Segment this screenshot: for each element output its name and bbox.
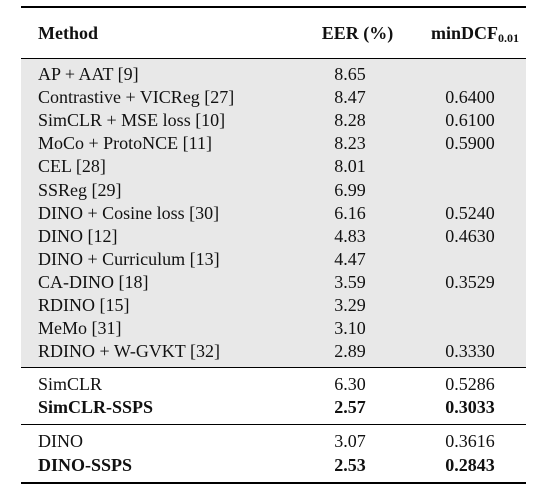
method-cell: DINO + Cosine loss [30] (38, 202, 220, 223)
table-row: DINO [12] 4.83 0.4630 (21, 225, 526, 248)
eer-cell: 3.10 (334, 318, 366, 339)
method-cell: SimCLR + MSE loss [10] (38, 110, 226, 131)
method-cell: CA-DINO [18] (38, 271, 149, 292)
table-row: MoCo + ProtoNCE [11] 8.23 0.5900 (21, 132, 526, 155)
eer-cell: 8.28 (334, 110, 366, 131)
eer-cell: 3.07 (334, 431, 366, 452)
mindcf-cell: 0.5900 (445, 133, 495, 154)
eer-cell: 8.23 (334, 133, 366, 154)
table-row: DINO + Curriculum [13] 4.47 (21, 248, 526, 271)
table-row: SimCLR 6.30 0.5286 (21, 373, 526, 396)
header-mindcf: minDCF0.01 (404, 23, 526, 44)
method-cell: SSReg [29] (38, 179, 122, 200)
method-cell: SimCLR-SSPS (38, 397, 154, 418)
table-row: DINO-SSPS 2.53 0.2843 (21, 454, 526, 477)
eer-cell: 2.53 (334, 454, 366, 475)
method-cell: Contrastive + VICReg [27] (38, 87, 235, 108)
method-cell: MoCo + ProtoNCE [11] (38, 133, 212, 154)
table-row: RDINO [15] 3.29 (21, 294, 526, 317)
eer-cell: 8.65 (334, 64, 366, 85)
eer-cell: 8.47 (334, 87, 366, 108)
table-row: RDINO + W-GVKT [32] 2.89 0.3330 (21, 340, 526, 363)
table-row: Contrastive + VICReg [27] 8.47 0.6400 (21, 86, 526, 109)
method-cell: RDINO [15] (38, 294, 130, 315)
results-table: Method EER (%) minDCF0.01 AP + AAT [9] 8.… (21, 6, 526, 484)
dino-group: DINO 3.07 0.3616 DINO-SSPS 2.53 0.2843 (21, 425, 526, 481)
eer-cell: 6.99 (334, 179, 366, 200)
table-row: MeMo [31] 3.10 (21, 317, 526, 340)
mindcf-cell: 0.2843 (445, 454, 495, 475)
table-row: DINO + Cosine loss [30] 6.16 0.5240 (21, 202, 526, 225)
table-row: SimCLR + MSE loss [10] 8.28 0.6100 (21, 109, 526, 132)
eer-cell: 2.57 (334, 397, 366, 418)
table-row: DINO 3.07 0.3616 (21, 430, 526, 453)
method-cell: DINO + Curriculum [13] (38, 248, 220, 269)
bottom-rule (21, 481, 526, 484)
group-rule-1 (21, 367, 526, 369)
method-cell: DINO [12] (38, 225, 118, 246)
eer-cell: 4.83 (334, 225, 366, 246)
mindcf-cell: 0.3033 (445, 397, 495, 418)
mindcf-cell: 0.5286 (445, 374, 495, 395)
table-row: CEL [28] 8.01 (21, 155, 526, 178)
eer-cell: 3.59 (334, 271, 366, 292)
method-cell: CEL [28] (38, 156, 106, 177)
table-row: SSReg [29] 6.99 (21, 178, 526, 201)
eer-cell: 3.29 (334, 294, 366, 315)
table-row: CA-DINO [18] 3.59 0.3529 (21, 271, 526, 294)
method-cell: MeMo [31] (38, 318, 122, 339)
eer-cell: 8.01 (334, 156, 366, 177)
table-row: AP + AAT [9] 8.65 (21, 63, 526, 86)
method-cell: AP + AAT [9] (38, 64, 139, 85)
eer-cell: 6.16 (334, 202, 366, 223)
mindcf-cell: 0.6400 (445, 87, 495, 108)
group-rule-2 (21, 424, 526, 426)
header-mindcf-main: minDCF (431, 22, 498, 43)
eer-cell: 2.89 (334, 341, 366, 362)
header-method: Method (38, 22, 98, 43)
mindcf-cell: 0.3616 (445, 431, 495, 452)
simclr-group: SimCLR 6.30 0.5286 SimCLR-SSPS 2.57 0.3033 (21, 368, 526, 424)
method-cell: DINO (38, 431, 83, 452)
mindcf-cell: 0.6100 (445, 110, 495, 131)
header-rule (21, 58, 526, 59)
top-rule (21, 6, 526, 8)
eer-cell: 6.30 (334, 374, 366, 395)
mindcf-cell: 0.5240 (445, 202, 495, 223)
baseline-group: AP + AAT [9] 8.65 Contrastive + VICReg [27… (21, 59, 526, 368)
header-eer: EER (%) (321, 22, 394, 43)
mindcf-cell: 0.3330 (445, 341, 495, 362)
table-row: SimCLR-SSPS 2.57 0.3033 (21, 396, 526, 419)
method-cell: RDINO + W-GVKT [32] (38, 341, 220, 362)
header-mindcf-sub: 0.01 (498, 30, 519, 45)
method-cell: DINO-SSPS (38, 454, 133, 475)
method-cell: SimCLR (38, 374, 103, 395)
mindcf-cell: 0.4630 (445, 225, 495, 246)
mindcf-cell: 0.3529 (445, 271, 495, 292)
eer-cell: 4.47 (334, 248, 366, 269)
table-header: Method EER (%) minDCF0.01 (21, 8, 526, 58)
